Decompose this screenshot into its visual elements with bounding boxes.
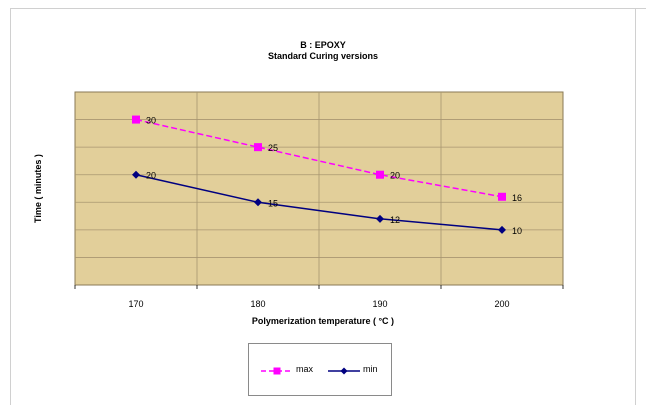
legend-item-max: max	[260, 364, 313, 376]
max-point	[132, 115, 140, 124]
min-series-line	[135, 173, 503, 231]
max-data-label: 30	[146, 116, 156, 126]
chart-frame-top	[10, 8, 646, 9]
x-tick-label: 170	[128, 299, 143, 309]
min-point	[376, 214, 384, 223]
legend-label-min: min	[363, 364, 378, 374]
chart-frame-left	[10, 8, 11, 405]
legend-label-max: max	[296, 364, 314, 374]
x-axis-label: Polymerization temperature ( °C )	[251, 316, 395, 326]
x-tick-label: 200	[494, 299, 509, 309]
max-data-label: 25	[268, 143, 278, 153]
min-data-label: 20	[146, 171, 156, 181]
chart-frame-right	[635, 8, 636, 405]
max-series-swatch	[261, 367, 293, 375]
legend-item-min: min	[327, 364, 378, 376]
max-point	[254, 143, 262, 152]
max-point	[498, 192, 506, 201]
min-data-label: 15	[268, 198, 278, 208]
legend: max min	[248, 343, 392, 396]
x-tick-label: 190	[372, 299, 387, 309]
min-series-swatch	[328, 367, 360, 375]
min-point	[132, 170, 140, 179]
min-data-label: 12	[390, 215, 400, 225]
max-point	[376, 170, 384, 179]
y-axis-label: Time ( minutes )	[33, 154, 43, 223]
chart-subtitle: Standard Curing versions	[267, 51, 379, 61]
chart-title: B : EPOXY	[300, 40, 346, 50]
max-data-label: 20	[390, 171, 400, 181]
min-point	[498, 225, 506, 234]
x-tick-label: 180	[250, 299, 265, 309]
min-point	[254, 198, 262, 207]
min-data-label: 10	[512, 226, 522, 236]
max-data-label: 16	[512, 193, 522, 203]
